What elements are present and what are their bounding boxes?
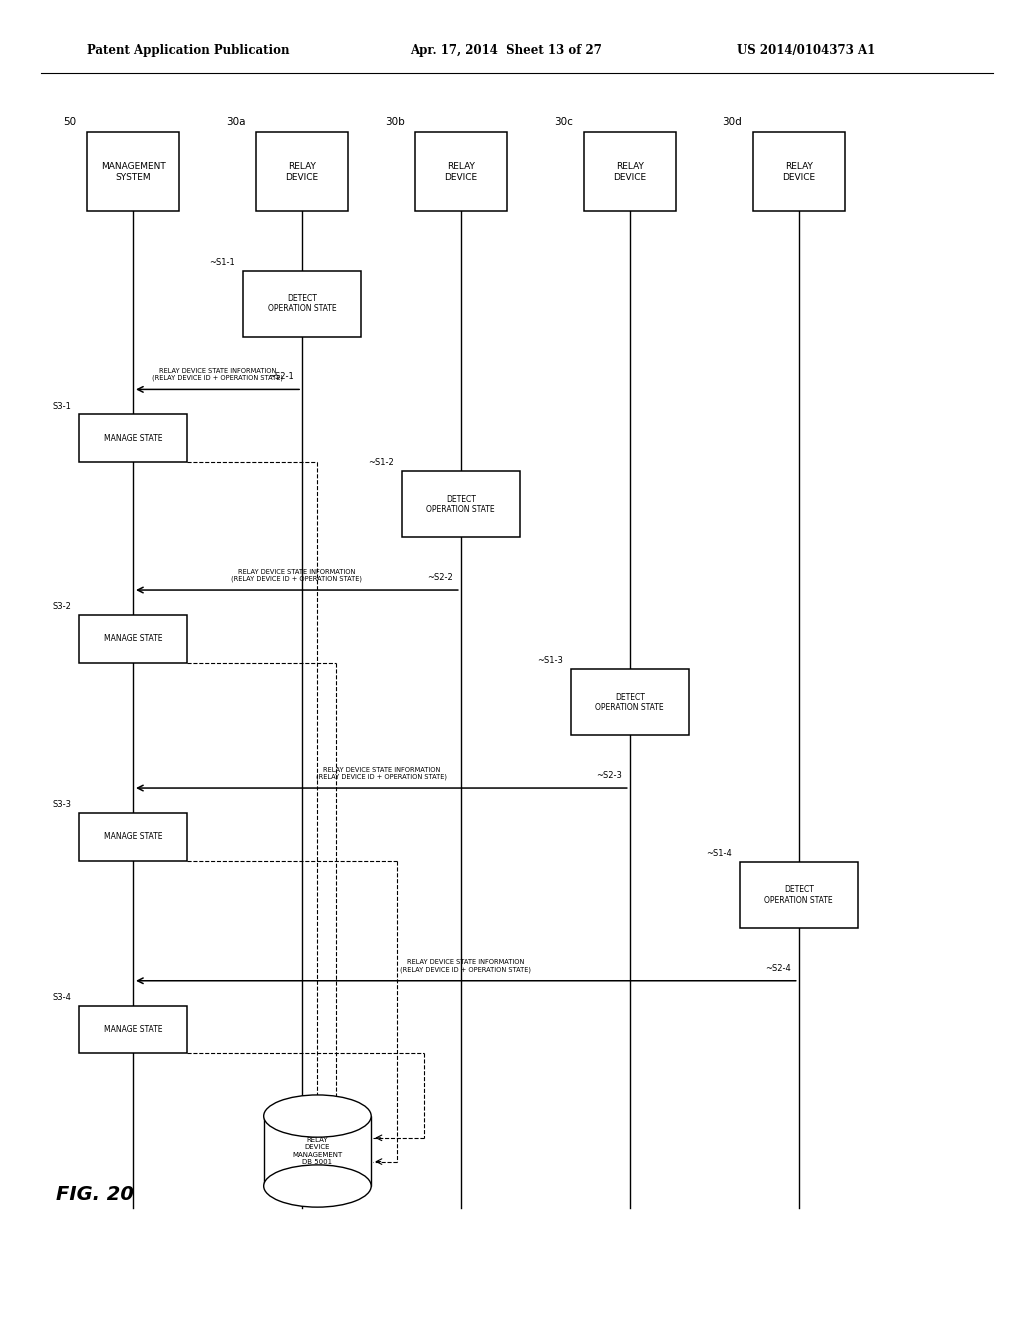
Text: ~S2-1: ~S2-1 — [268, 372, 294, 381]
Text: RELAY DEVICE STATE INFORMATION
(RELAY DEVICE ID + OPERATION STATE): RELAY DEVICE STATE INFORMATION (RELAY DE… — [316, 767, 446, 780]
Bar — [264, 1117, 371, 1185]
Text: S3-2: S3-2 — [52, 602, 72, 611]
Text: US 2014/0104373 A1: US 2014/0104373 A1 — [737, 44, 876, 57]
FancyBboxPatch shape — [244, 271, 360, 337]
Text: Apr. 17, 2014  Sheet 13 of 27: Apr. 17, 2014 Sheet 13 of 27 — [410, 44, 601, 57]
Text: RELAY
DEVICE: RELAY DEVICE — [444, 161, 477, 182]
Text: DETECT
OPERATION STATE: DETECT OPERATION STATE — [764, 886, 834, 904]
Text: DETECT
OPERATION STATE: DETECT OPERATION STATE — [267, 294, 337, 313]
Text: RELAY
DEVICE: RELAY DEVICE — [782, 161, 815, 182]
Text: 30b: 30b — [385, 116, 404, 127]
Ellipse shape — [264, 1094, 371, 1137]
Ellipse shape — [264, 1166, 371, 1206]
Text: 50: 50 — [63, 116, 77, 127]
FancyBboxPatch shape — [80, 414, 186, 462]
FancyBboxPatch shape — [753, 132, 845, 211]
Text: MANAGEMENT
SYSTEM: MANAGEMENT SYSTEM — [100, 161, 166, 182]
Text: ~S1-3: ~S1-3 — [537, 656, 563, 665]
Text: 30c: 30c — [555, 116, 573, 127]
Text: 30a: 30a — [226, 116, 246, 127]
Text: MANAGE STATE: MANAGE STATE — [103, 635, 163, 643]
FancyBboxPatch shape — [739, 862, 858, 928]
Text: RELAY DEVICE STATE INFORMATION
(RELAY DEVICE ID + OPERATION STATE): RELAY DEVICE STATE INFORMATION (RELAY DE… — [231, 569, 362, 582]
FancyBboxPatch shape — [571, 669, 688, 735]
FancyBboxPatch shape — [80, 1006, 186, 1053]
Text: RELAY
DEVICE: RELAY DEVICE — [613, 161, 646, 182]
FancyBboxPatch shape — [80, 615, 186, 663]
Text: S3-1: S3-1 — [52, 401, 72, 411]
Text: RELAY
DEVICE
MANAGEMENT
DB 5001: RELAY DEVICE MANAGEMENT DB 5001 — [292, 1137, 343, 1166]
Text: ~S2-3: ~S2-3 — [596, 771, 622, 780]
FancyBboxPatch shape — [256, 132, 348, 211]
Text: S3-4: S3-4 — [52, 993, 72, 1002]
FancyBboxPatch shape — [80, 813, 186, 861]
Text: ~S1-4: ~S1-4 — [706, 849, 731, 858]
Text: ~S2-4: ~S2-4 — [765, 964, 791, 973]
FancyBboxPatch shape — [87, 132, 179, 211]
Text: DETECT
OPERATION STATE: DETECT OPERATION STATE — [426, 495, 496, 513]
Text: DETECT
OPERATION STATE: DETECT OPERATION STATE — [595, 693, 665, 711]
Text: ~S1-2: ~S1-2 — [368, 458, 393, 467]
FancyBboxPatch shape — [415, 132, 507, 211]
Text: S3-3: S3-3 — [52, 800, 72, 809]
Text: MANAGE STATE: MANAGE STATE — [103, 1026, 163, 1034]
Text: RELAY DEVICE STATE INFORMATION
(RELAY DEVICE ID + OPERATION STATE): RELAY DEVICE STATE INFORMATION (RELAY DE… — [400, 960, 531, 973]
Text: RELAY DEVICE STATE INFORMATION
(RELAY DEVICE ID + OPERATION STATE): RELAY DEVICE STATE INFORMATION (RELAY DE… — [153, 368, 283, 381]
FancyBboxPatch shape — [401, 471, 520, 537]
Text: MANAGE STATE: MANAGE STATE — [103, 434, 163, 442]
Text: ~S1-1: ~S1-1 — [209, 257, 234, 267]
FancyBboxPatch shape — [584, 132, 676, 211]
Text: FIG. 20: FIG. 20 — [56, 1185, 134, 1204]
Text: 30d: 30d — [723, 116, 742, 127]
Text: RELAY
DEVICE: RELAY DEVICE — [286, 161, 318, 182]
Text: ~S2-2: ~S2-2 — [427, 573, 453, 582]
Text: Patent Application Publication: Patent Application Publication — [87, 44, 290, 57]
Text: MANAGE STATE: MANAGE STATE — [103, 833, 163, 841]
